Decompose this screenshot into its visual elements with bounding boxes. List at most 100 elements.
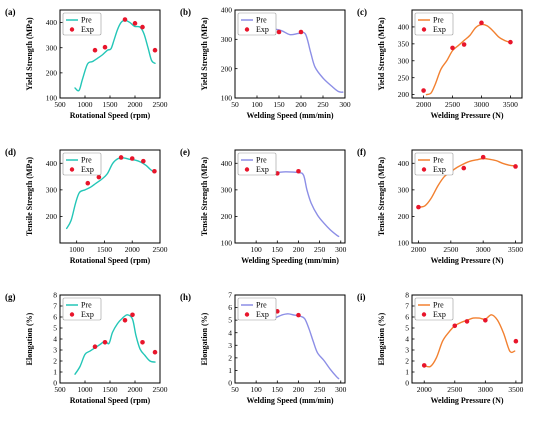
legend-swatch-exp (244, 312, 250, 317)
y-tick-label: 400 (221, 159, 233, 168)
x-tick-label: 1000 (69, 245, 84, 254)
y-tick-label: 4 (53, 335, 57, 344)
exp-point (513, 164, 518, 169)
y-axis-title: Elongation (%) (25, 312, 34, 365)
legend-label-pre: Pre (81, 301, 92, 310)
y-tick-label: 3 (405, 346, 409, 355)
y-axis-title: Tensile Strength (MPa) (200, 157, 209, 236)
x-tick-label: 2000 (416, 100, 431, 109)
legend-swatch-exp (421, 27, 427, 32)
y-tick-label: 5 (405, 324, 409, 333)
x-tick-label: 150 (272, 385, 284, 394)
panel-label: (a) (5, 7, 16, 17)
y-tick-label: 3 (53, 346, 57, 355)
y-tick-label: 6 (405, 313, 409, 322)
plot-frame (234, 149, 346, 244)
panel-label: (d) (5, 147, 16, 157)
plot-frame (234, 9, 346, 99)
x-axis-title: Rotational Speed (rpm) (70, 111, 151, 120)
exp-point (96, 174, 102, 180)
y-tick-label: 5 (53, 324, 57, 333)
exp-point (140, 340, 145, 345)
y-axis-title: Yield Strength (MPa) (200, 17, 209, 91)
y-axis-title: Yield Strength (MPa) (377, 17, 386, 91)
x-tick-label: 250 (314, 245, 326, 254)
exp-point (92, 344, 98, 350)
legend-swatch-exp (421, 312, 427, 317)
y-tick-label: 1 (228, 366, 232, 375)
x-tick-label: 200 (293, 245, 305, 254)
exp-point (132, 21, 138, 26)
legend-label-exp: Exp (433, 165, 446, 174)
y-tick-label: 300 (46, 43, 58, 52)
x-tick-label: 3500 (503, 100, 518, 109)
y-tick-label: 5 (228, 316, 232, 325)
y-axis-title: Tensile Strength (MPa) (377, 157, 386, 236)
legend-label-pre: Pre (256, 301, 267, 310)
y-tick-label: 6 (228, 303, 232, 312)
y-tick-label: 300 (398, 56, 410, 65)
legend-label-exp: Exp (256, 310, 269, 319)
x-tick-label: 150 (272, 245, 284, 254)
legend-swatch-exp (69, 312, 75, 317)
series-line-pre (65, 157, 156, 230)
y-tick-label: 200 (46, 212, 58, 221)
y-axis-title: Elongation (%) (200, 312, 209, 365)
x-axis-title: Rotational Speed (rpm) (70, 396, 151, 405)
plot-frame (59, 149, 161, 244)
x-tick-label: 250 (317, 100, 329, 109)
x-axis-title: Welding Pressure (N) (430, 111, 503, 120)
y-tick-label: 7 (228, 291, 232, 300)
series-line-pre (417, 157, 517, 208)
x-tick-label: 1000 (78, 100, 93, 109)
series-line-pre (74, 19, 156, 92)
series-line-pre (423, 314, 516, 368)
panel-c: (c) 2000 2500 3000 3500 200 250 300 350 400 Weldin… (357, 7, 523, 120)
y-tick-label: 400 (46, 159, 58, 168)
plot-frame (411, 149, 523, 244)
panel-e: (e) 100 150 200 250 300 100 200 300 400 Welding Sp… (180, 147, 347, 265)
x-tick-label: 2000 (417, 385, 432, 394)
exp-point (508, 39, 513, 45)
exp-point (276, 29, 282, 35)
y-tick-label: 400 (398, 159, 410, 168)
exp-point (102, 44, 108, 50)
series-line-pre (255, 313, 340, 380)
x-axis-title: Rotational Speed (rpm) (70, 256, 151, 265)
x-tick-label: 300 (339, 100, 351, 109)
panel-d: (d) 1000 1500 2000 2500 200 300 400 Rotational S… (5, 147, 168, 265)
x-tick-label: 2000 (411, 245, 426, 254)
panel-a: (a) 500 1000 1500 2000 2500 100 200 300 400 Rotati… (5, 7, 168, 120)
y-tick-label: 4 (405, 335, 409, 344)
y-axis-title: Elongation (%) (377, 312, 386, 365)
y-tick-label: 400 (221, 6, 233, 15)
panel-label: (b) (180, 7, 191, 17)
x-tick-label: 3000 (478, 385, 493, 394)
exp-point (122, 318, 128, 323)
legend-label-exp: Exp (256, 25, 269, 34)
y-tick-label: 0 (53, 379, 57, 388)
x-tick-label: 2500 (153, 100, 168, 109)
x-tick-label: 200 (295, 100, 307, 109)
x-tick-label: 2500 (153, 385, 168, 394)
panel-i: (i) 2000 2500 3000 3500 0 1 2 3 4 5 6 7 8 Welding Pres… (357, 291, 524, 405)
y-tick-label: 200 (46, 68, 58, 77)
exp-point (421, 363, 427, 368)
x-tick-label: 150 (273, 100, 285, 109)
y-tick-label: 200 (398, 90, 410, 99)
y-tick-label: 8 (405, 291, 409, 300)
x-tick-label: 1500 (97, 245, 112, 254)
exp-point (122, 17, 128, 22)
series-line-pre (74, 314, 156, 375)
x-tick-label: 3000 (474, 100, 489, 109)
panel-label: (g) (5, 292, 16, 302)
y-tick-label: 200 (221, 64, 233, 73)
x-tick-label: 2000 (128, 100, 143, 109)
x-axis-title: Welding Speeding (mm/min) (241, 256, 339, 265)
legend-label-pre: Pre (256, 156, 267, 165)
y-tick-label: 2 (405, 357, 409, 366)
exp-point (102, 340, 108, 345)
x-axis-title: Welding Pressure (N) (430, 396, 503, 405)
legend-label-exp: Exp (81, 25, 94, 34)
